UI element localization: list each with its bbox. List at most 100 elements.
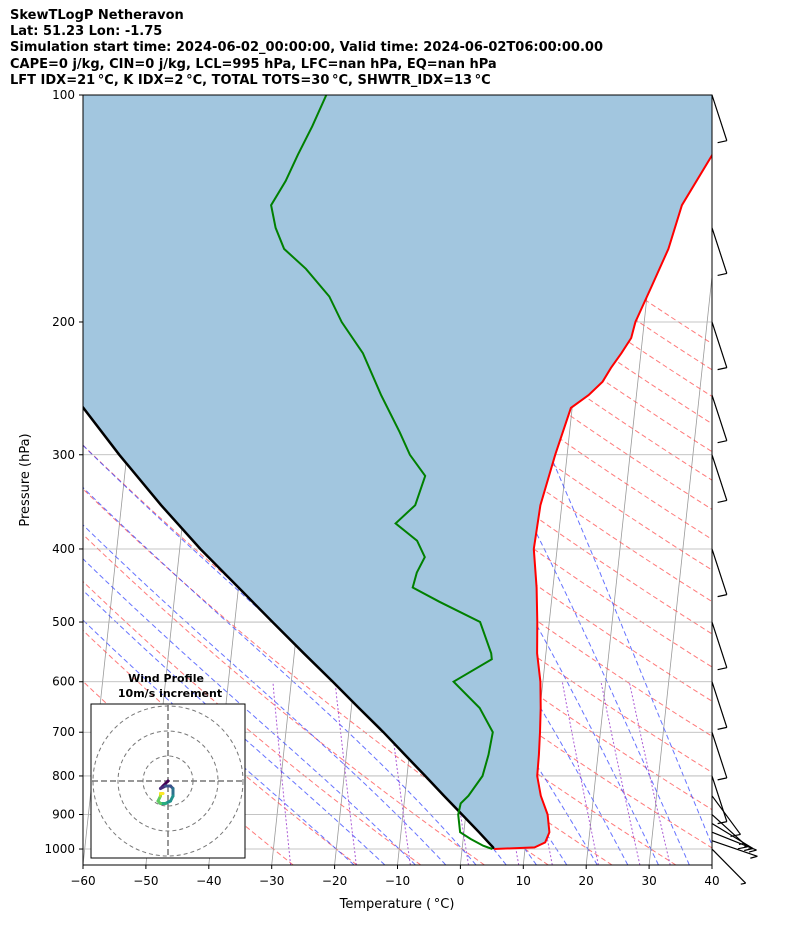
mixing-ratio-line (600, 681, 641, 865)
y-axis-label: Pressure (hPa) (18, 433, 33, 526)
wind-barb (711, 621, 728, 671)
wind-barb-staff (711, 732, 728, 779)
wind-barb-flag (717, 272, 727, 277)
x-tick-label: 30 (641, 874, 656, 888)
mixing-ratio-line (440, 681, 469, 865)
dry-adiabat-line (201, 95, 712, 481)
wind-barb (711, 548, 728, 598)
inset-subtitle: 10m/s increment (118, 687, 222, 700)
x-tick-label: 0 (457, 874, 465, 888)
y-tick-label: 800 (52, 769, 75, 783)
wind-barb (711, 732, 728, 781)
wind-barb-staff (711, 94, 728, 141)
wind-barb-flag (717, 140, 727, 144)
moist-adiabat-line (83, 486, 477, 865)
wind-barb-staff (711, 548, 728, 595)
x-tick-label: 20 (579, 874, 594, 888)
wind-barb-flag (737, 846, 748, 850)
wind-barb-flag (748, 849, 757, 853)
dry-adiabat-line (83, 533, 485, 865)
y-tick-label: 1000 (44, 842, 75, 856)
wind-barb (711, 94, 728, 144)
wind-barb-flag (744, 847, 754, 852)
wind-profile-inset: Wind Profile 10m/s increment (90, 672, 246, 859)
x-axis-label: Temperature ( °C) (339, 897, 455, 912)
y-tick-label: 400 (52, 542, 75, 556)
wind-barb-staff (711, 848, 747, 884)
wind-barb-flag (717, 726, 727, 730)
y-tick-label: 900 (52, 808, 75, 822)
wind-barb-staff (711, 321, 728, 368)
y-axis-ticks: 100 200 300 400 500 600 700 800 900 1000 (44, 88, 83, 856)
wind-barb-staff (711, 775, 728, 822)
wind-barb-half-flag (740, 882, 746, 885)
mixing-ratio-line (385, 681, 411, 865)
wind-barbs (711, 94, 758, 885)
x-tick-label: 10 (516, 874, 531, 888)
isotherm-line (648, 272, 712, 865)
moist-adiabat-line (83, 619, 355, 865)
moist-adiabat-line (83, 558, 416, 865)
chart-title-line-4: CAPE=0 j/kg, CIN=0 j/kg, LCL=995 hPa, LF… (10, 57, 497, 72)
wind-barb-staff (711, 394, 728, 441)
wind-barb-flag (717, 367, 727, 371)
y-tick-label: 500 (52, 615, 75, 629)
wind-barb-staff (711, 621, 728, 668)
wind-barb-staff (711, 795, 741, 835)
mixing-ratio-line (272, 681, 292, 865)
wind-barb-flag (730, 833, 741, 838)
y-tick-label: 300 (52, 448, 75, 462)
wind-barb (711, 795, 741, 838)
temperature-profile-line (494, 153, 712, 850)
wind-barb-staff (711, 840, 758, 857)
chart-title-line-3: Simulation start time: 2024-06-02_00:00:… (10, 40, 603, 55)
dewpoint-profile-line (270, 95, 494, 850)
cape-cin-area (83, 95, 712, 849)
profile-lines (83, 95, 712, 850)
wind-barb (711, 848, 747, 885)
wind-barb (711, 321, 728, 371)
chart-title-line-5: LFT IDX=21 °C, K IDX=2 °C, TOTAL TOTS=30… (10, 73, 491, 88)
x-tick-label: −30 (259, 874, 284, 888)
wind-barb (711, 840, 758, 859)
dry-adiabat-line (83, 488, 549, 865)
wind-barb-flag (750, 855, 758, 859)
isotherm-line (775, 95, 794, 865)
wind-barb (711, 775, 728, 825)
wind-barb-flag (717, 594, 727, 598)
isotherm-line (711, 861, 712, 865)
y-tick-label: 700 (52, 725, 75, 739)
mixing-ratio-line (334, 681, 357, 865)
wind-barb-flag (717, 440, 727, 444)
wind-barb-staff (711, 227, 728, 274)
mixing-ratio-line (561, 681, 599, 865)
wind-barb-flag (717, 499, 727, 503)
wind-barb-staff (711, 681, 728, 728)
wind-barb-flag (717, 667, 727, 671)
dry-adiabat-line (83, 629, 358, 865)
wind-barb-flag (717, 777, 727, 781)
y-tick-label: 200 (52, 315, 75, 329)
wind-barb-staff (711, 814, 748, 848)
dry-adiabat-line (83, 282, 712, 773)
moist-adiabat-line (218, 95, 690, 865)
wind-barb-staff (711, 454, 728, 501)
wind-barb (711, 394, 728, 444)
wind-barb (711, 454, 728, 503)
chart-title-line-1: SkewTLogP Netheravon (10, 8, 184, 23)
mixing-ratio-line (628, 681, 671, 865)
chart-title-line-2: Lat: 51.23 Lon: -1.75 (10, 24, 163, 39)
wind-barb (711, 227, 728, 277)
wind-barb (711, 814, 748, 850)
inset-title: Wind Profile (128, 672, 204, 685)
x-tick-label: −20 (322, 874, 347, 888)
moist-adiabat-line (83, 524, 447, 865)
x-axis-ticks: −60 −50 −40 −30 −20 −10 0 10 20 30 40 (70, 865, 720, 888)
wind-barb-half-flag (738, 842, 744, 846)
dry-adiabat-line (234, 95, 712, 453)
wind-barb-staff (711, 831, 757, 851)
wind-barb-flag (717, 821, 727, 825)
cape-cin-fill (83, 95, 712, 849)
x-tick-label: −10 (385, 874, 410, 888)
